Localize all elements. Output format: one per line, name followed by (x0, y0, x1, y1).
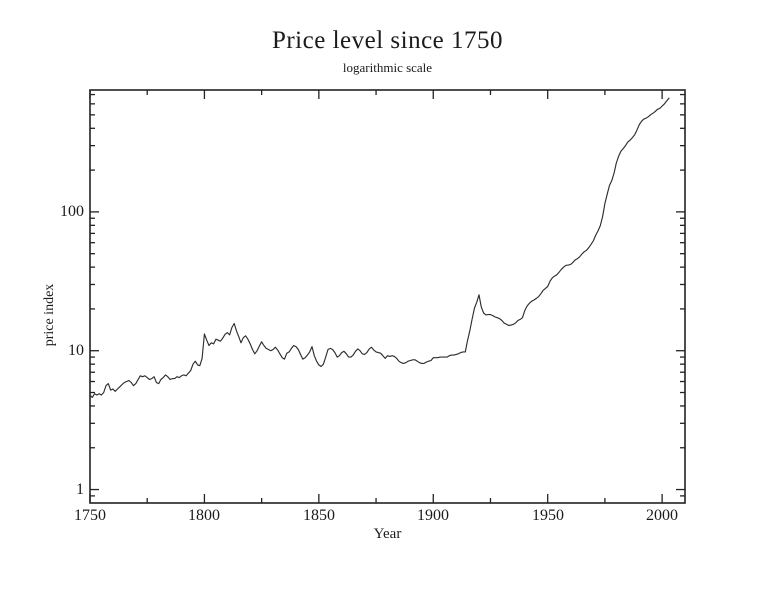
plot-border (89, 89, 686, 504)
y-axis-ticks (90, 93, 685, 497)
y-tick-label-10: 10 (68, 342, 84, 359)
chart-subtitle: logarithmic scale (342, 60, 433, 75)
x-axis-ticks (89, 90, 663, 503)
x-tick-label-1850: 1850 (303, 507, 335, 524)
x-axis-label: Year (373, 526, 402, 542)
x-tick-label-1950: 1950 (532, 507, 564, 524)
x-tick-label-1800: 1800 (188, 507, 220, 524)
chart-title: Price level since 1750 (271, 27, 504, 54)
x-tick-label-2000: 2000 (646, 507, 678, 524)
x-tick-label-1750: 1750 (74, 507, 106, 524)
y-tick-label-1: 1 (76, 481, 84, 498)
y-tick-label-100: 100 (60, 203, 84, 220)
price-series-line (89, 97, 670, 399)
x-tick-label-1900: 1900 (417, 507, 449, 524)
